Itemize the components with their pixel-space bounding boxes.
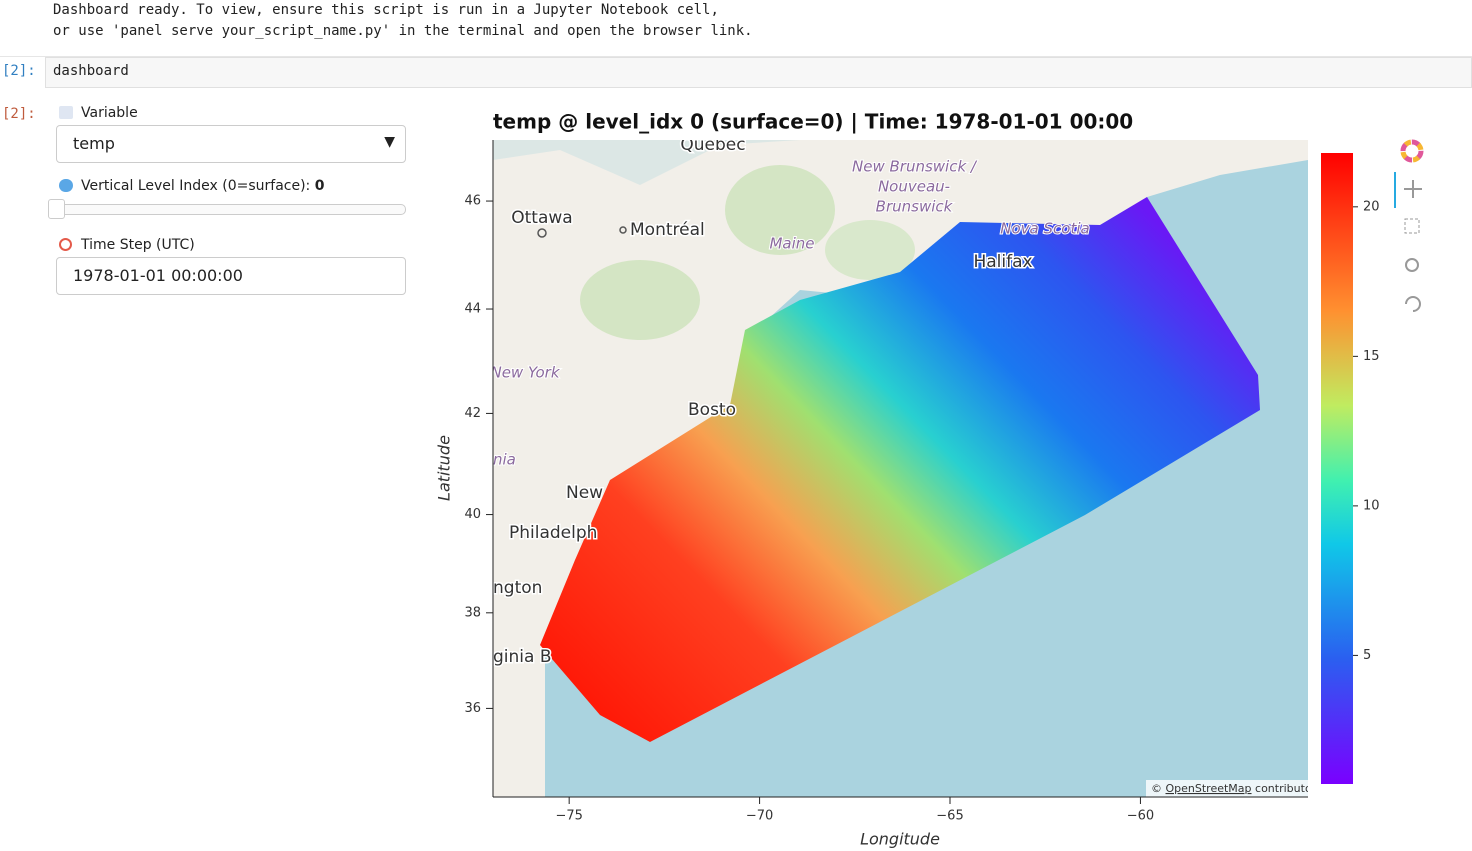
- y-tick-label: 44: [464, 302, 481, 317]
- x-tick-label: −65: [936, 809, 963, 824]
- time-input[interactable]: 1978-01-01 00:00:00: [56, 257, 406, 295]
- variable-label: Variable: [81, 105, 138, 121]
- city-marker: [619, 226, 627, 234]
- attribution: © OpenStreetMap contributors: [1151, 782, 1322, 795]
- reset-tool[interactable]: [1405, 296, 1421, 312]
- separator: [0, 56, 1472, 57]
- output-line: Dashboard ready. To view, ensure this sc…: [53, 2, 719, 18]
- x-tick-label: −75: [555, 809, 582, 824]
- x-tick-label: −70: [746, 809, 773, 824]
- place-label: ngton: [493, 578, 542, 598]
- level-value: 0: [314, 178, 325, 194]
- logo: [1400, 139, 1424, 163]
- dropdown-arrow: ▼: [384, 134, 395, 150]
- forest: [825, 220, 915, 280]
- time-label: Time Step (UTC): [81, 237, 195, 253]
- forest: [580, 260, 700, 340]
- variable-select[interactable]: temp ▼: [56, 125, 406, 163]
- place-label: New Brunswick /: [852, 158, 978, 176]
- colorbar-tick-label: 15: [1363, 349, 1380, 364]
- place-label: Nova Scotia: [1000, 220, 1089, 238]
- input-code: dashboard: [53, 63, 129, 79]
- attribution-text: contributors: [1255, 782, 1322, 795]
- colorbar-tick-label: 10: [1363, 498, 1380, 513]
- y-tick-label: 40: [464, 507, 481, 522]
- select-value: temp: [73, 134, 115, 153]
- pan-tool[interactable]: [1404, 180, 1422, 198]
- attribution-bg: [1146, 780, 1308, 797]
- y-tick-label: 36: [464, 701, 481, 716]
- level-label-text: Vertical Level Index (0=surface):: [81, 178, 311, 194]
- chart-title: temp @ level_idx 0 (surface=0) | Time: 1…: [493, 110, 1133, 134]
- time-icon: [59, 238, 72, 251]
- input-prompt: [2]:: [2, 63, 36, 79]
- output-line: or use 'panel serve your_script_name.py'…: [53, 23, 753, 39]
- map: Quebec Ottawa Montréal Maine New Brunswi…: [490, 135, 1322, 797]
- attribution-symbol: ©: [1151, 782, 1162, 795]
- colorbar-tick-label: 5: [1363, 648, 1371, 663]
- zoom-tool[interactable]: [1404, 218, 1420, 234]
- city-marker: [537, 228, 547, 238]
- place-label: Brunswick: [876, 198, 954, 216]
- place-label: Bosto: [688, 400, 736, 420]
- place-label: nia: [493, 451, 516, 469]
- place-label: Maine: [769, 235, 814, 253]
- variable-icon: [59, 106, 73, 119]
- input-cell[interactable]: [45, 57, 1472, 88]
- level-label: Vertical Level Index (0=surface): 0: [81, 178, 324, 194]
- attribution-link[interactable]: OpenStreetMap: [1166, 782, 1252, 795]
- y-tick-label: 42: [464, 406, 481, 421]
- x-tick-label: −60: [1127, 809, 1154, 824]
- temperature-field: [540, 197, 1260, 742]
- y-tick-label: 38: [464, 605, 481, 620]
- place-label: Nouveau-: [878, 178, 950, 196]
- slider-handle[interactable]: [48, 199, 65, 219]
- colorbar-tick-label: 20: [1363, 199, 1380, 214]
- logo[interactable]: [1400, 139, 1424, 163]
- y-axis-label: Latitude: [435, 435, 454, 501]
- level-icon: [59, 179, 73, 192]
- place-label: New York: [490, 364, 560, 382]
- forest: [725, 165, 835, 255]
- colorbar: [1321, 153, 1353, 784]
- river: [493, 140, 800, 185]
- place-label: Montréal: [630, 220, 705, 240]
- time-value: 1978-01-01 00:00:00: [73, 266, 243, 285]
- place-label: Quebec: [680, 135, 745, 155]
- place-label: Philadelph: [509, 523, 597, 543]
- output-prompt: [2]:: [2, 106, 36, 122]
- wheel-zoom-tool[interactable]: [1405, 258, 1419, 272]
- place-label: Halifax: [973, 252, 1032, 272]
- place-label: ginia B: [493, 647, 552, 667]
- place-label: New: [566, 483, 603, 503]
- place-label: Ottawa: [511, 208, 572, 228]
- toolbar: [1394, 139, 1424, 312]
- y-tick-label: 46: [464, 194, 481, 209]
- x-axis-label: Longitude: [860, 830, 940, 849]
